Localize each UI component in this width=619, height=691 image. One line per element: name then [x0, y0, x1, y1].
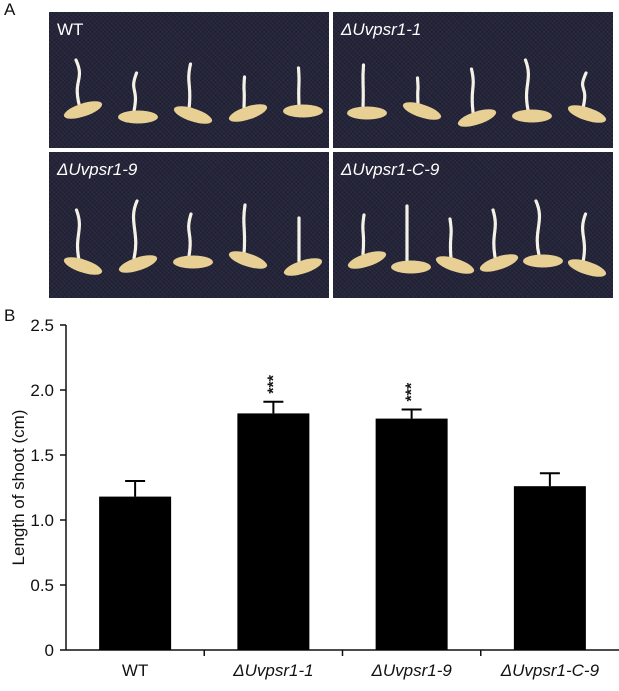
- seedling: [63, 58, 103, 119]
- seedling: [173, 212, 213, 269]
- seedling: [228, 203, 268, 269]
- seedling: [347, 63, 387, 120]
- seedling: [479, 208, 519, 272]
- x-tick-label: ΔUvpsr1-1: [232, 661, 313, 680]
- bar: [513, 486, 586, 650]
- seedling: [118, 71, 158, 124]
- photo-uvpsr1-9: ΔUvpsr1-9: [49, 152, 329, 298]
- seedling: [523, 199, 563, 268]
- photo-label-wt: WT: [57, 20, 84, 39]
- seedling: [567, 212, 607, 277]
- bar: [375, 418, 448, 650]
- x-tick-label: ΔUvpsr1-9: [370, 661, 452, 680]
- chart-svg: Length of shoot (cm) 0 0.5 1.0 1.5 2.0 2.5 WT **…: [9, 316, 619, 680]
- seedlings-wt: [63, 58, 323, 124]
- y-tick-label: 2.0: [30, 381, 54, 400]
- seedlings-uvpsr1-c-9: [347, 199, 607, 277]
- seedling: [347, 213, 387, 269]
- photo-uvpsr1-c-9: ΔUvpsr1-C-9: [333, 152, 613, 298]
- seedling: [283, 66, 323, 118]
- seedlings-uvpsr1-1: [347, 58, 607, 127]
- photo-label-uvpsr1-9: ΔUvpsr1-9: [57, 160, 138, 179]
- x-tick-label: ΔUvpsr1-C-9: [500, 661, 600, 680]
- bar: [99, 496, 172, 650]
- y-tick-label: 1.5: [30, 446, 54, 465]
- seedling: [118, 199, 158, 273]
- seedling: [402, 76, 442, 120]
- panel-a-letter: A: [4, 0, 16, 19]
- bar-chart: Length of shoot (cm) 0 0.5 1.0 1.5 2.0 2.5 WT **…: [0, 310, 619, 691]
- significance-marker: ***: [265, 374, 282, 393]
- seedlings-uvpsr1-9: [63, 199, 323, 276]
- photo-label-uvpsr1-c-9: ΔUvpsr1-C-9: [341, 160, 440, 179]
- photo-wt: WT: [49, 12, 329, 148]
- photo-uvpsr1-1: ΔUvpsr1-1: [333, 12, 613, 148]
- seedling: [391, 204, 431, 274]
- y-tick-label: 0.5: [30, 576, 54, 595]
- x-tick-label: WT: [122, 661, 148, 680]
- bar: [237, 413, 310, 650]
- seedling: [283, 216, 323, 276]
- y-tick-label: 1.0: [30, 511, 54, 530]
- y-tick-label: 0: [45, 641, 54, 660]
- seedling: [173, 62, 213, 124]
- y-tick-label: 2.5: [30, 316, 54, 335]
- seedling: [63, 208, 103, 275]
- seedling: [567, 71, 607, 123]
- seedling: [512, 58, 552, 123]
- photo-label-uvpsr1-1: ΔUvpsr1-1: [341, 20, 422, 39]
- significance-marker: ***: [404, 382, 421, 401]
- panel-b-letter: B: [4, 306, 16, 325]
- seedling: [228, 75, 268, 122]
- y-axis-label: Length of shoot (cm): [9, 410, 28, 566]
- seedling: [435, 217, 475, 274]
- seedling: [457, 67, 497, 127]
